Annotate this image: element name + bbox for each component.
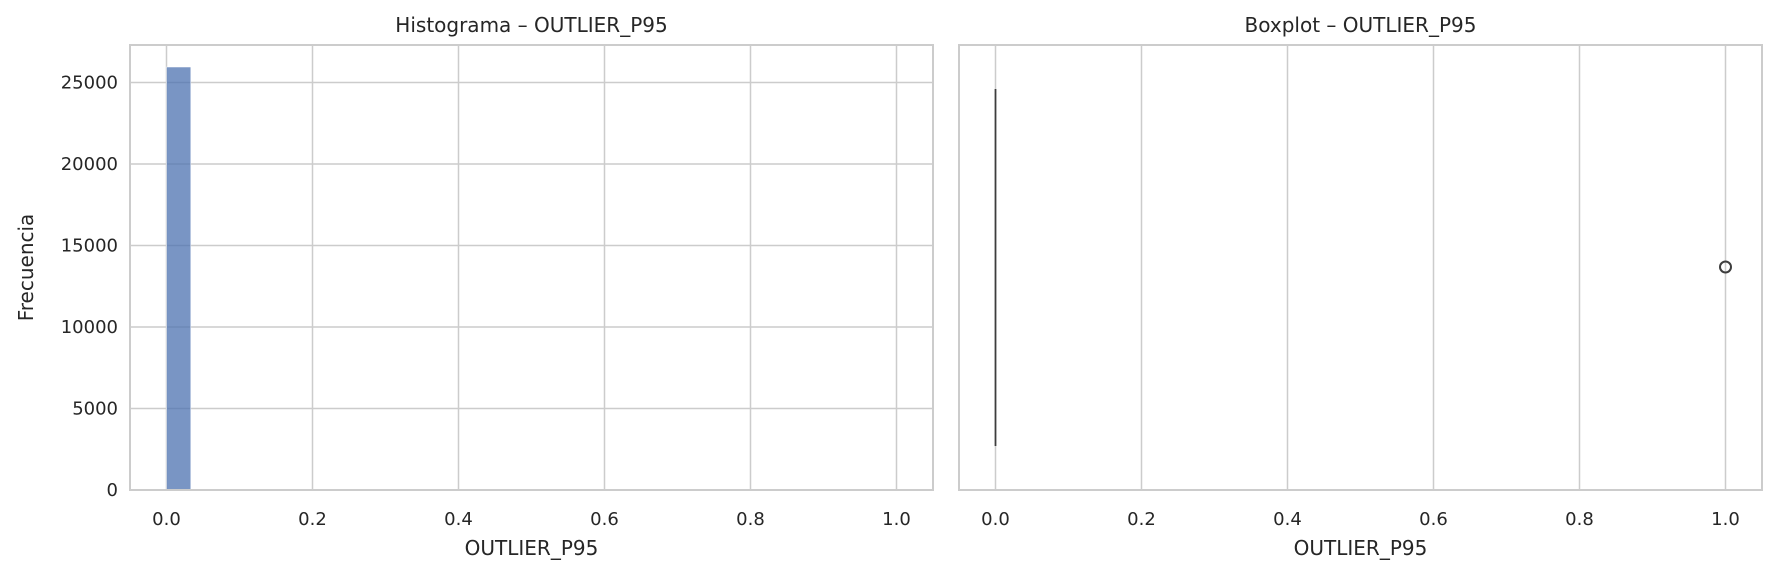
- y-tick-label: 20000: [61, 154, 118, 175]
- chart-title: Boxplot – OUTLIER_P95: [1245, 13, 1477, 37]
- histogram-panel: 0.0 0.2 0.4 0.6 0.8 1.0 0 5000 10000 15000 20000 25…: [14, 13, 934, 560]
- x-tick-label: 0.2: [298, 509, 327, 530]
- axes-frame: [958, 44, 1763, 491]
- x-tick-label: 1.0: [882, 509, 911, 530]
- outlier-point: [1719, 260, 1732, 274]
- boxplot-panel: 0.0 0.2 0.4 0.6 0.8 1.0 Boxplot – OUTLIER_P95 O…: [958, 13, 1763, 560]
- y-tick-label: 15000: [61, 235, 118, 256]
- x-tick-label: 0.6: [1419, 509, 1448, 530]
- y-tick-label: 25000: [61, 72, 118, 93]
- x-tick-label: 0.6: [590, 509, 619, 530]
- x-tick-label: 0.2: [1127, 509, 1156, 530]
- y-axis-label: Frecuencia: [14, 214, 38, 322]
- x-axis-label: OUTLIER_P95: [1294, 536, 1428, 560]
- chart-title: Histograma – OUTLIER_P95: [395, 13, 667, 37]
- x-tick-label: 0.4: [1273, 509, 1302, 530]
- y-tick-label: 10000: [61, 317, 118, 338]
- x-tick-label: 1.0: [1711, 509, 1740, 530]
- histogram-bar: [166, 66, 192, 491]
- x-tick-label: 0.0: [981, 509, 1010, 530]
- y-tick-label: 0: [107, 480, 118, 501]
- x-axis-label: OUTLIER_P95: [465, 536, 599, 560]
- x-tick-label: 0.0: [152, 509, 181, 530]
- x-tick-label: 0.8: [736, 509, 765, 530]
- x-tick-label: 0.8: [1565, 509, 1594, 530]
- axes-frame: [129, 44, 934, 491]
- y-tick-label: 5000: [72, 398, 118, 419]
- x-tick-label: 0.4: [444, 509, 473, 530]
